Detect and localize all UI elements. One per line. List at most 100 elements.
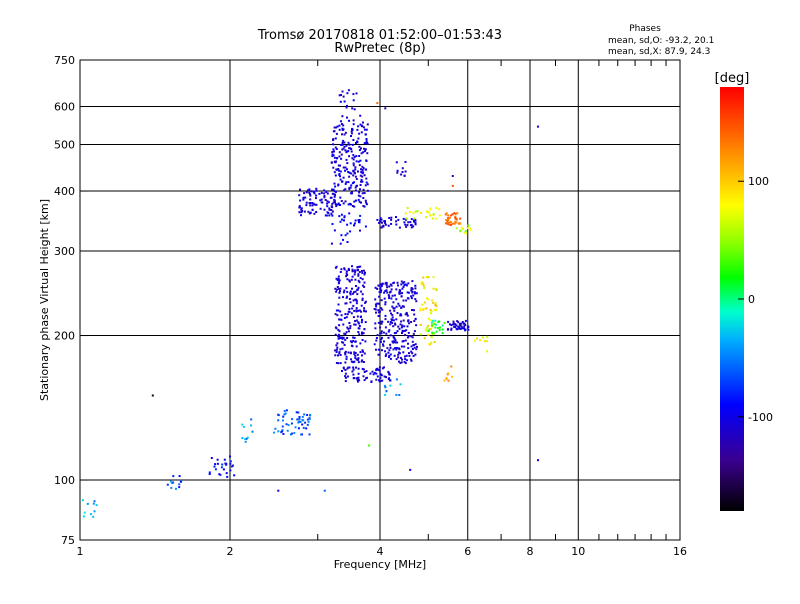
data-point [345,270,348,273]
data-point [398,348,401,351]
data-point [349,186,352,189]
data-point [347,171,350,173]
data-point [400,306,403,309]
data-point [377,368,380,371]
data-point [351,182,354,185]
data-point [345,302,348,305]
data-point [414,353,417,356]
data-point [354,219,357,222]
data-point [352,174,355,177]
data-point [395,378,398,381]
data-point [354,356,357,359]
data-point [338,173,341,175]
data-point [360,171,363,174]
data-point [334,146,337,149]
data-point [364,184,367,187]
data-point [343,332,346,335]
y-tick-label: 75 [61,534,75,547]
data-point [298,418,301,421]
data-point [349,324,352,327]
data-point [451,213,454,216]
data-point [363,352,366,355]
data-point [382,224,385,227]
data-point [344,369,347,371]
data-point [337,362,340,365]
data-point [342,323,345,326]
data-point [454,217,457,220]
data-point [355,307,358,310]
data-point [337,337,340,340]
data-point [339,290,341,293]
data-point [457,325,460,328]
data-point [302,196,305,199]
data-point [229,455,231,458]
data-point [353,205,356,208]
data-point [357,357,360,360]
data-point [353,108,356,111]
data-point [411,336,414,339]
data-point [399,313,402,316]
data-point [351,292,354,295]
data-point [273,431,276,434]
data-point [324,214,327,217]
data-point [377,321,380,324]
data-point [361,278,364,281]
data-point [395,298,398,301]
data-point [343,268,346,271]
data-point [378,295,381,298]
data-point [410,335,413,338]
data-point [354,166,357,169]
data-point [406,314,409,317]
data-point [362,121,364,124]
data-point [392,282,395,285]
data-point [340,234,343,237]
x-tick-label: 8 [527,545,534,558]
data-point [391,294,394,297]
data-point [374,308,377,311]
data-point [420,282,423,285]
data-point [339,318,342,321]
data-point [384,318,387,321]
data-point [441,324,444,327]
data-point [350,360,353,363]
data-point [460,226,463,229]
data-point [346,162,349,165]
data-point [364,148,367,151]
data-point [365,140,368,143]
data-point [244,438,247,440]
data-point [374,298,377,301]
data-point [363,192,366,194]
data-point [323,192,326,195]
data-point [429,207,432,210]
data-point [344,149,347,152]
data-point [81,499,84,502]
data-point [398,226,401,229]
data-point [355,178,358,180]
data-point [438,214,441,217]
data-point [363,307,366,310]
data-point [358,145,361,148]
data-point [347,310,350,313]
data-point [391,316,394,319]
data-point [352,119,355,122]
data-point [344,350,347,353]
data-point [381,308,384,311]
data-point [361,332,364,335]
colorbar-label: [deg] [715,71,750,86]
data-point [337,335,340,337]
data-point [363,379,366,382]
data-point [381,282,384,285]
data-point [350,278,353,281]
chart-title: Tromsø 20170818 01:52:00–01:53:43 [257,28,502,43]
data-point [352,170,355,173]
data-point [333,195,336,198]
data-point [350,344,353,347]
data-point [360,152,363,155]
data-point [356,141,359,144]
data-point [411,340,414,343]
data-point [333,160,336,163]
data-point [429,309,432,311]
data-point [455,327,458,330]
data-point [365,377,367,380]
data-point [430,336,433,338]
